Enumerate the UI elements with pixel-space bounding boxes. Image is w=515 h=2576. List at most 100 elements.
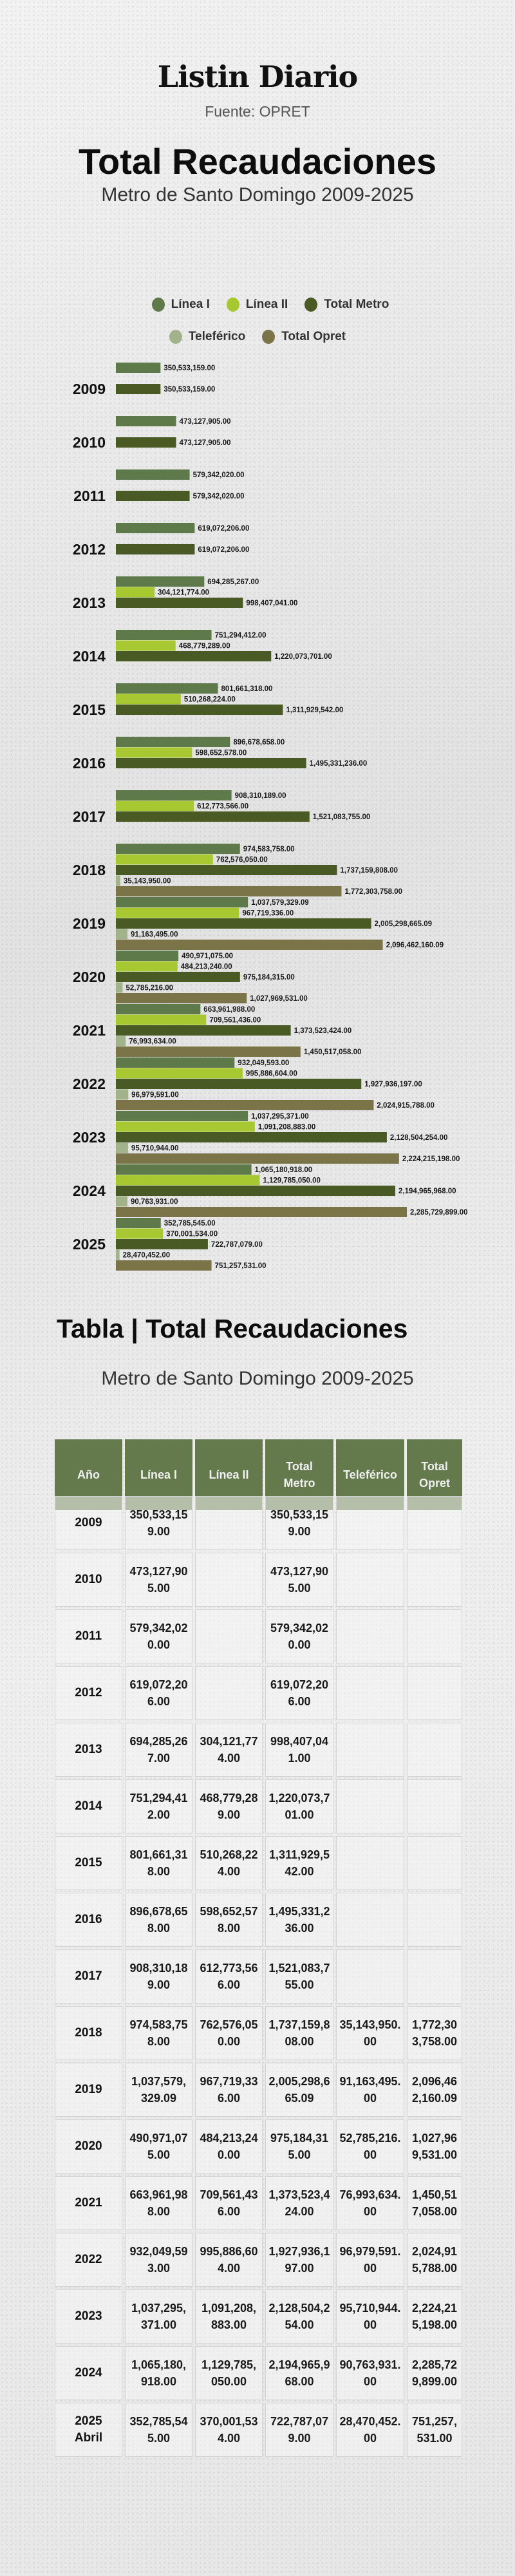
year-label: 2017 [73, 808, 106, 825]
bar-linea-ii-2017 [116, 800, 194, 811]
table-cell: 304,121,774.00 [195, 1723, 263, 1777]
bar-linea-i-2021 [116, 1004, 201, 1014]
bar-total-metro-2018 [116, 865, 337, 875]
bar-total-opret-2019 [116, 940, 383, 950]
bar-total-metro-2016 [116, 758, 306, 768]
bar-value-label: 801,661,318.00 [221, 685, 273, 693]
table-cell [336, 1779, 404, 1833]
table-cell [407, 1723, 462, 1777]
table-cell [195, 1496, 263, 1550]
bar-total-opret-2018 [116, 886, 342, 896]
table-cell: 370,001,534.00 [195, 2403, 263, 2457]
bar-value-label: 579,342,020.00 [193, 471, 245, 479]
bar-linea-i-2016 [116, 737, 230, 747]
table-cell [195, 1609, 263, 1663]
bar-teleferico-2019 [116, 929, 128, 940]
bar-teleferico-2021 [116, 1036, 126, 1046]
bar-teleferico-2022 [116, 1089, 129, 1100]
table-cell: 1,495,331,236.00 [265, 1893, 333, 1947]
legend-item-linea-2: Línea II [226, 298, 288, 312]
table-cell: 1,772,303,758.00 [407, 2006, 462, 2060]
year-text: 2017 [75, 1969, 102, 1983]
bar-value-label: 96,979,591.00 [131, 1092, 179, 1099]
year-text: 2019 [75, 2083, 102, 2096]
table-cell: 1,091,208,883.00 [195, 2289, 263, 2344]
table-cell [407, 1496, 462, 1550]
bar-value-label: 974,583,758.00 [243, 846, 295, 853]
year-text: 2010 [75, 1573, 102, 1586]
table-cell: 663,961,988.00 [125, 2176, 192, 2230]
table-title: Tabla | Total Recaudaciones [57, 1314, 408, 1343]
data-table: Año Línea I Línea II Total Metro Teleférico T… [55, 1439, 467, 2457]
table-cell: 1,027,969,531.00 [407, 2119, 462, 2174]
bar-value-label: 1,065,180,918.00 [255, 1166, 313, 1174]
table-cell: 709,561,436.00 [195, 2176, 263, 2230]
legend-item-linea-1: Línea I [151, 298, 210, 312]
bar-linea-i-2015 [116, 683, 218, 694]
bar-linea-ii-2014 [116, 640, 176, 651]
table-cell: 908,310,189.00 [125, 1949, 192, 2003]
bar-value-label: 490,971,075.00 [182, 952, 233, 960]
bar-value-label: 510,268,224.00 [184, 696, 236, 704]
chart-title: Total Recaudaciones [78, 141, 436, 182]
table-cell [195, 1553, 263, 1607]
bar-total-opret-2021 [116, 1046, 301, 1057]
legend-label: Línea II [245, 298, 288, 311]
table-cell [336, 1723, 404, 1777]
bar-value-label: 1,521,083,755.00 [313, 813, 371, 821]
table-row-year: 2020 [55, 2119, 122, 2174]
table-row-year: 2017 [55, 1949, 122, 2003]
table-cell: 2,005,298,665.09 [265, 2063, 333, 2117]
year-label: 2010 [73, 434, 106, 451]
table-cell [407, 1893, 462, 1947]
bar-value-label: 370,001,534.00 [166, 1231, 218, 1238]
bar-value-label: 995,886,604.00 [246, 1070, 297, 1078]
bar-linea-i-2025 [116, 1218, 161, 1228]
bar-value-label: 2,194,965,968.00 [398, 1188, 456, 1195]
table-cell: 932,049,593.00 [125, 2233, 192, 2287]
bar-value-label: 1,450,517,058.00 [304, 1048, 362, 1056]
bar-teleferico-2023 [116, 1142, 128, 1153]
legend-label: Línea I [171, 298, 210, 311]
bar-total-metro-2020 [116, 972, 240, 982]
bar-total-opret-2025 [116, 1260, 212, 1271]
bar-value-label: 1,772,303,758.00 [344, 888, 402, 896]
table-row-year: 2021 [55, 2176, 122, 2230]
table-cell [407, 1553, 462, 1607]
table-cell: 1,220,073,701.00 [265, 1779, 333, 1833]
year-text: 2022 [75, 2253, 102, 2266]
bar-value-label: 350,533,159.00 [164, 365, 215, 372]
bar-value-label: 896,678,658.00 [233, 739, 285, 746]
year-label: 2023 [73, 1129, 106, 1146]
legend-label: Teleférico [188, 330, 246, 343]
table-row-year: 2015 [55, 1836, 122, 1890]
bar-total-metro-2009 [116, 384, 161, 394]
table-cell: 1,065,180,918.00 [125, 2346, 192, 2400]
bar-value-label: 598,652,578.00 [195, 750, 247, 757]
bar-value-label: 2,096,462,160.09 [386, 942, 444, 949]
bar-linea-ii-2024 [116, 1175, 260, 1186]
table-cell: 352,785,545.00 [125, 2403, 192, 2457]
table-row-year: 2011 [55, 1609, 122, 1663]
legend-item-total-metro: Total Metro [304, 298, 389, 312]
table-cell: 975,184,315.00 [265, 2119, 333, 2174]
table-cell: 2,096,462,160.09 [407, 2063, 462, 2117]
table-row-year: 2023 [55, 2289, 122, 2344]
bar-linea-ii-2019 [116, 907, 239, 918]
year-label: 2016 [73, 755, 106, 772]
bar-linea-i-2010 [116, 416, 176, 426]
bar-value-label: 1,037,295,371.00 [251, 1113, 309, 1121]
bar-linea-ii-2018 [116, 854, 213, 865]
year-text: 2012 [75, 1686, 102, 1700]
bar-value-label: 932,049,593.00 [238, 1059, 289, 1067]
bar-value-label: 1,037,579,329.09 [251, 899, 309, 907]
legend-item-teleferico: Teleférico [169, 330, 245, 344]
bar-linea-i-2024 [116, 1164, 252, 1175]
table-cell: 52,785,216.00 [336, 2119, 404, 2174]
year-label: 2024 [73, 1182, 106, 1199]
bar-value-label: 975,184,315.00 [243, 974, 295, 981]
year-label: 2009 [73, 381, 106, 397]
bar-total-metro-2025 [116, 1239, 208, 1249]
bar-teleferico-2025 [116, 1249, 120, 1260]
bar-value-label: 52,785,216.00 [126, 985, 173, 992]
